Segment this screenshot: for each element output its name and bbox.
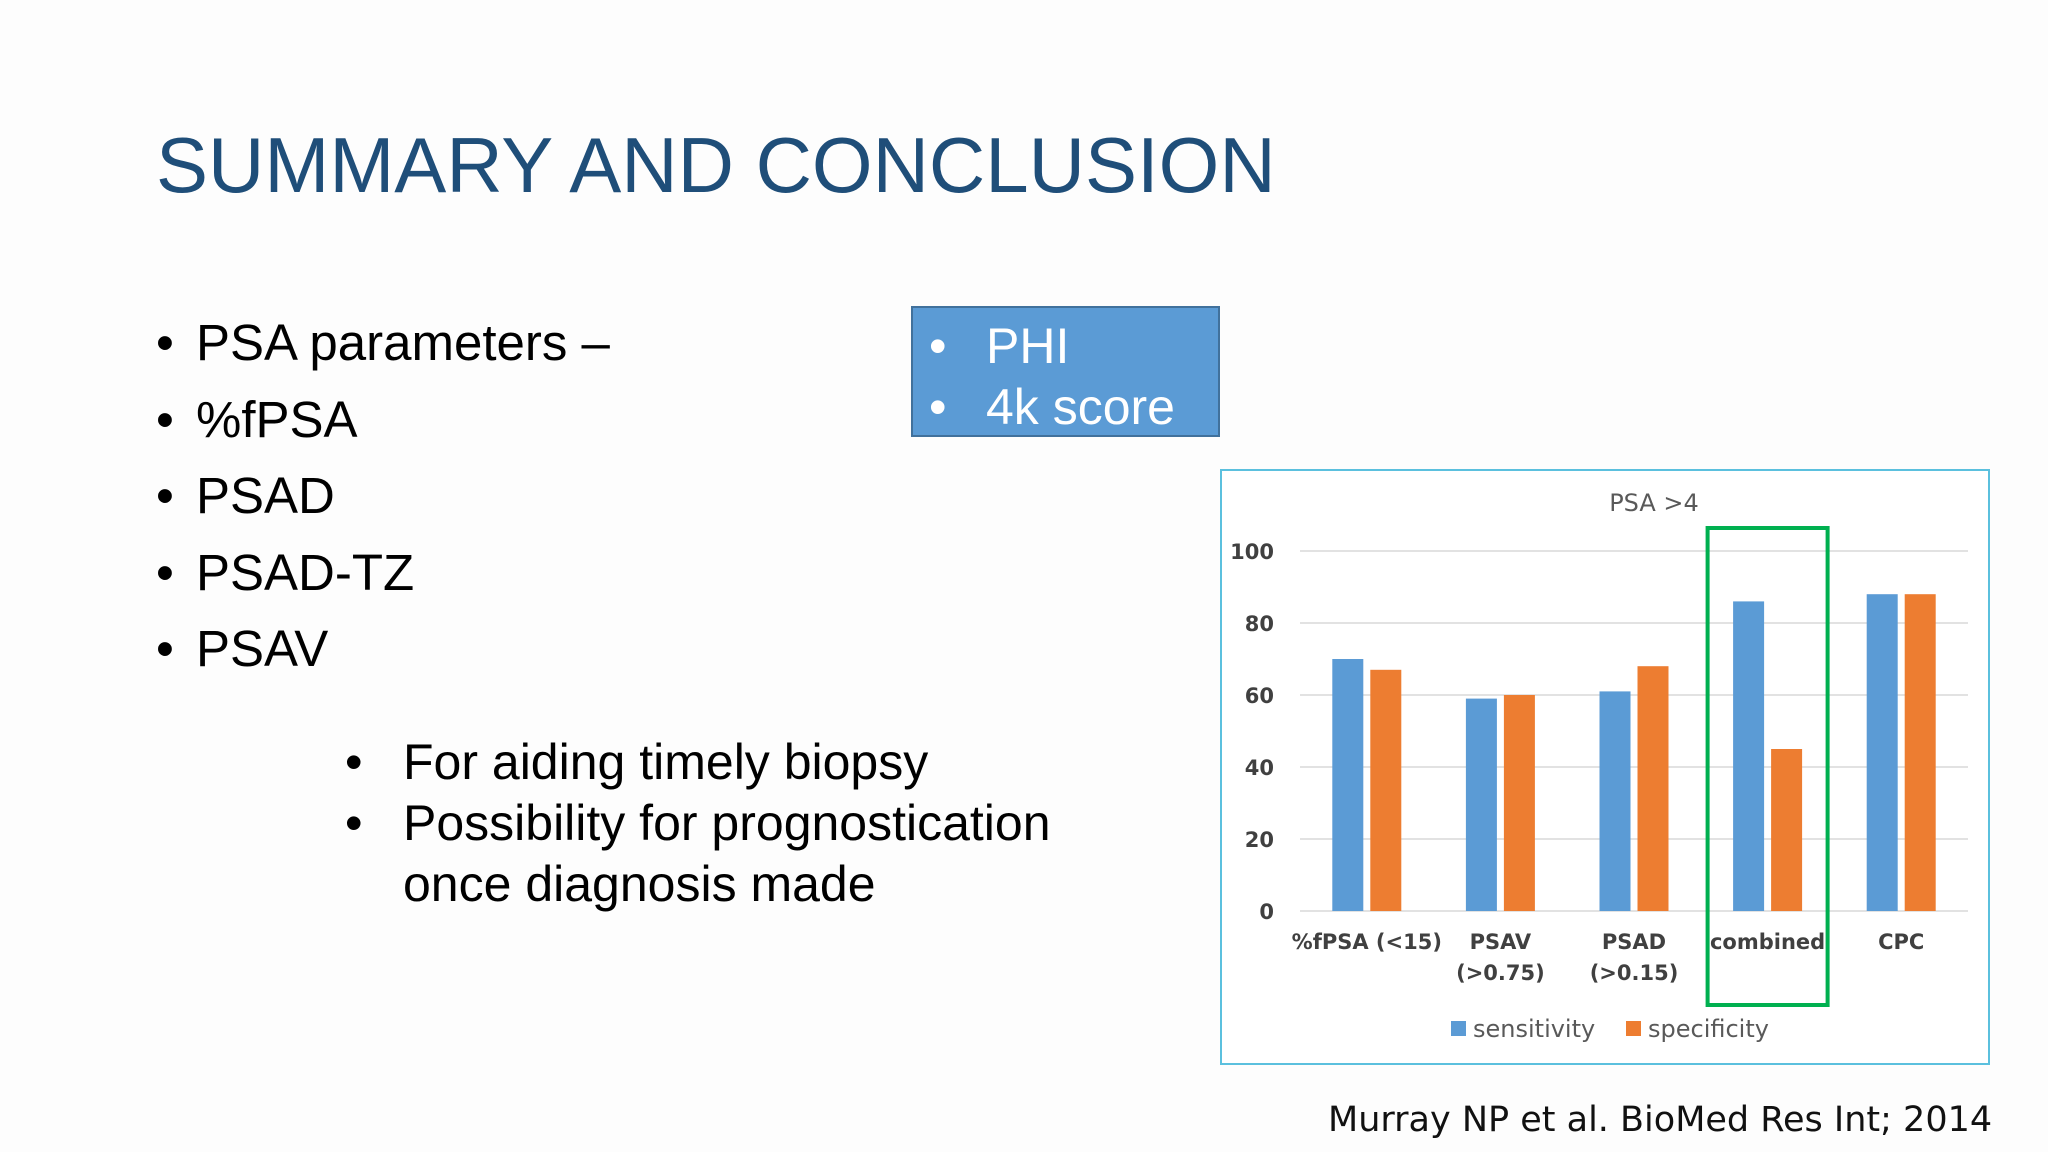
callout-item: • PHI: [913, 316, 1218, 377]
legend-label: specificity: [1648, 1015, 1769, 1043]
specificity-bar: [1771, 749, 1803, 911]
conclusion-item: • Possibility for prognostication once di…: [345, 793, 1051, 915]
sensitivity-bar: [1465, 698, 1497, 911]
bullet-dot: •: [156, 620, 174, 677]
conclusion-text: Possibility for prognostication once dia…: [403, 795, 1051, 912]
callout-box: • PHI • 4k score: [911, 306, 1220, 437]
bullet-text: PSAD-TZ: [196, 543, 415, 601]
bullet-dot: •: [345, 795, 363, 851]
conclusion-text: For aiding timely biopsy: [403, 734, 929, 790]
conclusion-list: • For aiding timely biopsy • Possibility f…: [345, 732, 1051, 915]
x-tick-label: PSAD: [1602, 930, 1666, 954]
bullet-dot: •: [929, 318, 947, 374]
sensitivity-bar: [1866, 594, 1898, 911]
x-tick-label: (>0.15): [1590, 961, 1679, 985]
x-tick-label: %fPSA (<15): [1292, 930, 1442, 954]
callout-text: 4k score: [986, 379, 1175, 435]
bullet-item: • %fPSA: [156, 382, 610, 459]
bullet-text: PSAD: [196, 467, 335, 524]
legend-swatch: [1626, 1021, 1641, 1036]
x-tick-label: PSAV: [1470, 930, 1532, 954]
bullet-item: • PSAV: [156, 611, 610, 688]
bullet-dot: •: [156, 467, 174, 524]
bullet-dot: •: [929, 379, 947, 435]
specificity-bar: [1904, 594, 1936, 911]
chart-frame: PSA >4 0 20 40 60 80 100 %fPSA (<15) PSAV (>0.75)…: [1220, 469, 1990, 1065]
bullet-item: • PSAD-TZ: [156, 535, 610, 612]
legend-swatch: [1451, 1021, 1466, 1036]
callout-item: • 4k score: [913, 377, 1218, 438]
y-tick-label: 0: [1259, 900, 1274, 924]
citation: Murray NP et al. BioMed Res Int; 2014: [1328, 1100, 1993, 1140]
bullet-item: • PSAD: [156, 458, 610, 535]
bullet-dot: •: [156, 314, 174, 371]
legend-label: sensitivity: [1473, 1015, 1595, 1043]
sensitivity-bar: [1599, 691, 1631, 911]
bullet-item: • PSA parameters –: [156, 305, 610, 382]
bullet-dot: •: [345, 734, 363, 790]
y-tick-label: 60: [1245, 684, 1274, 708]
slide-title: SUMMARY AND CONCLUSION: [156, 121, 1276, 209]
x-tick-label: (>0.75): [1456, 961, 1545, 985]
chart-title: PSA >4: [1609, 489, 1699, 517]
y-tick-label: 20: [1245, 828, 1274, 852]
y-tick-label: 100: [1230, 540, 1274, 564]
highlight-box: [1705, 526, 1830, 1007]
bullet-dot: •: [156, 390, 174, 448]
sensitivity-bar: [1332, 659, 1364, 911]
specificity-bar: [1370, 669, 1402, 911]
specificity-bar: [1637, 666, 1669, 911]
sensitivity-bar: [1733, 601, 1765, 911]
conclusion-item: • For aiding timely biopsy: [345, 732, 1051, 793]
y-tick-label: 40: [1245, 756, 1274, 780]
bar-chart: PSA >4 0 20 40 60 80 100 %fPSA (<15) PSAV (>0.75)…: [1230, 489, 1968, 1043]
specificity-bar: [1503, 695, 1535, 911]
bullet-dot: •: [156, 543, 174, 601]
psa-parameter-list: • PSA parameters – • %fPSA • PSAD • PSAD-TZ …: [156, 305, 610, 688]
x-tick-label: CPC: [1878, 930, 1924, 954]
y-tick-label: 80: [1245, 612, 1274, 636]
bullet-text: %fPSA: [196, 390, 358, 448]
x-tick-label: combined: [1710, 930, 1825, 954]
bullet-text: PSAV: [196, 620, 329, 677]
callout-text: PHI: [986, 318, 1070, 374]
bullet-text: PSA parameters –: [196, 314, 610, 371]
